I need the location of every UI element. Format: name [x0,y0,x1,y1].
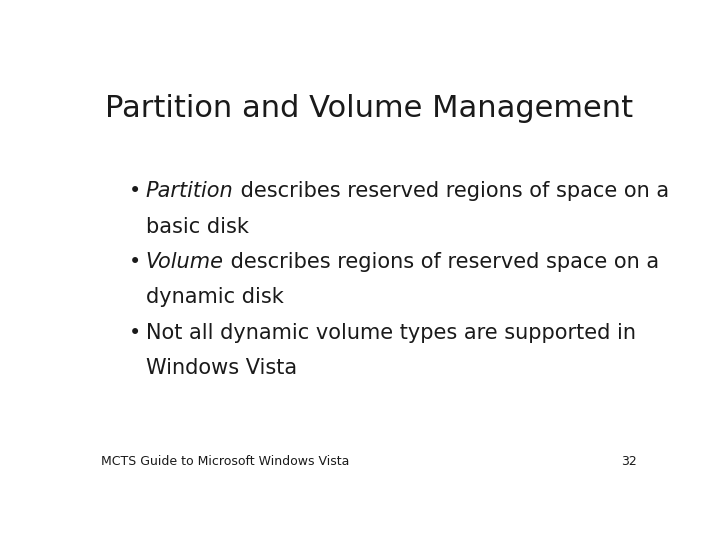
Text: basic disk: basic disk [145,217,248,237]
Text: •: • [129,252,141,272]
Text: Partition: Partition [145,181,233,201]
Text: •: • [129,181,141,201]
Text: dynamic disk: dynamic disk [145,287,284,307]
Text: •: • [129,322,141,342]
Text: Not all dynamic volume types are supported in: Not all dynamic volume types are support… [145,322,636,342]
Text: Partition and Volume Management: Partition and Volume Management [105,94,633,123]
Text: MCTS Guide to Microsoft Windows Vista: MCTS Guide to Microsoft Windows Vista [101,455,349,468]
Text: 32: 32 [621,455,637,468]
Text: Volume: Volume [145,252,224,272]
Text: describes regions of reserved space on a: describes regions of reserved space on a [224,252,659,272]
Text: Windows Vista: Windows Vista [145,358,297,378]
Text: describes reserved regions of space on a: describes reserved regions of space on a [233,181,669,201]
